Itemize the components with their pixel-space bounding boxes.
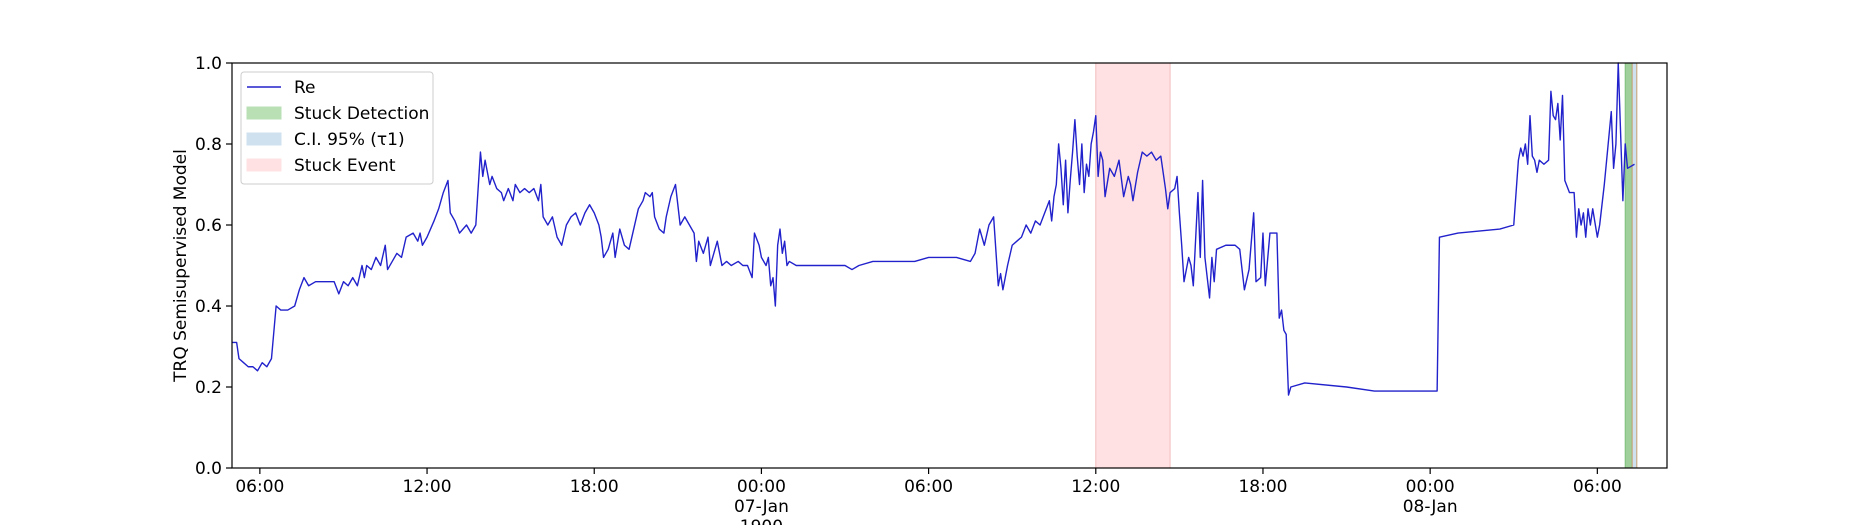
x-tick-label-2-1: 12:00 bbox=[403, 477, 452, 497]
span-2 bbox=[1624, 62, 1633, 469]
legend-label-1: Re bbox=[294, 78, 316, 98]
x-tick-label-9-1: 06:00 bbox=[1573, 477, 1622, 497]
series-line-1 bbox=[232, 62, 1635, 396]
x-tick-label-8-2: 08-Jan bbox=[1403, 497, 1458, 517]
y-axis-label: TRQ Semisupervised Model bbox=[171, 149, 191, 383]
x-tick-label-8-1: 00:00 bbox=[1406, 477, 1455, 497]
y-tick-label-1: 0.0 bbox=[195, 459, 222, 479]
y-tick-label-3: 0.4 bbox=[195, 297, 222, 317]
legend: Re Stuck Detection C.I. 95% (τ1) Stuck Even… bbox=[240, 71, 434, 185]
y-tick-label-2: 0.2 bbox=[195, 378, 222, 398]
y-tick-label-6: 1.0 bbox=[195, 54, 222, 74]
highlight-spans bbox=[1095, 62, 1638, 469]
x-tick-label-1-1: 06:00 bbox=[235, 477, 284, 497]
x-tick-label-3-1: 18:00 bbox=[570, 477, 619, 497]
x-tick-label-6-1: 12:00 bbox=[1071, 477, 1120, 497]
legend-swatch-3 bbox=[246, 132, 282, 146]
x-tick-label-7-1: 18:00 bbox=[1238, 477, 1287, 497]
span-3 bbox=[1631, 62, 1638, 469]
legend-swatch-4 bbox=[246, 158, 282, 172]
legend-swatch-2 bbox=[246, 106, 282, 120]
x-tick-label-4-3: 1900 bbox=[740, 517, 783, 525]
legend-label-2: Stuck Detection bbox=[294, 104, 429, 124]
y-tick-label-5: 0.8 bbox=[195, 135, 222, 155]
span-1 bbox=[1095, 62, 1171, 469]
legend-label-4: Stuck Event bbox=[294, 156, 396, 176]
legend-label-3: C.I. 95% (τ1) bbox=[294, 130, 405, 150]
y-axis: 0.0 0.2 0.4 0.6 0.8 1.0 bbox=[195, 54, 232, 479]
plot-area bbox=[231, 62, 1668, 469]
x-tick-label-4-1: 00:00 bbox=[737, 477, 786, 497]
series-layer bbox=[232, 62, 1635, 396]
x-tick-label-5-1: 06:00 bbox=[904, 477, 953, 497]
legend-box bbox=[240, 71, 434, 185]
x-axis: 06:0012:0018:0000:0007-Jan190006:0012:00… bbox=[235, 468, 1622, 525]
x-tick-label-4-2: 07-Jan bbox=[734, 497, 789, 517]
y-tick-label-4: 0.6 bbox=[195, 216, 222, 236]
